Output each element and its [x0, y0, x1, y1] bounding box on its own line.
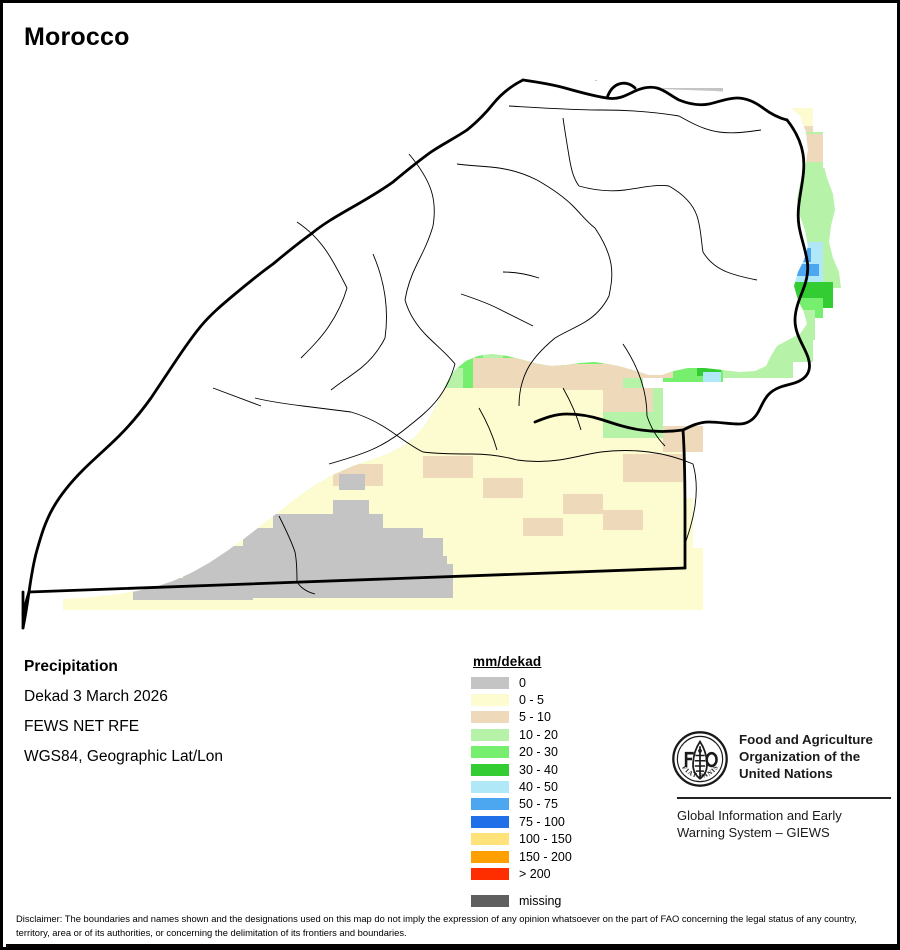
legend-label: 75 - 100 [519, 814, 565, 829]
fao-name-line3: United Nations [739, 766, 833, 782]
legend-swatch [471, 694, 509, 707]
fao-divider [677, 797, 891, 799]
legend-swatch [471, 798, 509, 811]
legend-label: 0 [519, 675, 526, 690]
info-projection: WGS84, Geographic Lat/Lon [24, 748, 224, 766]
map-info-block: Precipitation Dekad 3 March 2026 FEWS NE… [24, 658, 424, 778]
fao-branding: FIAT PANIS Food and Agriculture Organiza… [671, 730, 896, 841]
giews-line1: Global Information and Early [677, 808, 842, 823]
legend-row: 0 - 5 [471, 691, 572, 708]
legend-label: 5 - 10 [519, 710, 551, 725]
legend-swatch [471, 781, 509, 794]
precipitation-raster [43, 59, 875, 610]
map-legend: mm/dekad 0 0 - 5 5 - 10 10 - 20 20 - 30 … [471, 654, 572, 910]
legend-swatch [471, 711, 509, 724]
legend-label: 20 - 30 [519, 745, 558, 760]
legend-label: 0 - 5 [519, 693, 545, 708]
fao-name-line2: Organization of the [739, 749, 861, 765]
legend-row: 20 - 30 [471, 744, 572, 761]
province-boundaries [212, 105, 762, 595]
legend-row: 30 - 40 [471, 761, 572, 778]
legend-label: 30 - 40 [519, 762, 558, 777]
legend-row: 40 - 50 [471, 778, 572, 795]
disclaimer-text: Disclaimer: The boundaries and names sho… [16, 913, 857, 938]
legend-label: 50 - 75 [519, 797, 558, 812]
legend-row: 75 - 100 [471, 813, 572, 830]
legend-row: > 200 [471, 865, 572, 882]
info-heading: Precipitation [24, 658, 118, 675]
legend-row: 100 - 150 [471, 831, 572, 848]
legend-swatch [471, 833, 509, 846]
legend-swatch [471, 850, 509, 863]
legend-swatch [471, 728, 509, 741]
precipitation-map [21, 59, 875, 630]
page-title: Morocco [24, 23, 130, 51]
legend-row: 5 - 10 [471, 709, 572, 726]
info-source: FEWS NET RFE [24, 718, 140, 736]
fao-name-line1: Food and Agriculture [739, 732, 873, 747]
info-dekad: Dekad 3 March 2026 [24, 688, 168, 706]
legend-label: > 200 [519, 866, 551, 881]
legend-swatch [471, 763, 509, 776]
legend-row: 150 - 200 [471, 848, 572, 865]
country-outline [21, 78, 811, 630]
legend-label: 150 - 200 [519, 849, 572, 864]
legend-spacer [471, 883, 572, 893]
legend-swatch [471, 867, 509, 880]
legend-label-missing: missing [519, 894, 562, 909]
legend-row: 50 - 75 [471, 796, 572, 813]
giews-line2: Warning System – GIEWS [677, 825, 830, 841]
legend-title: mm/dekad [473, 654, 542, 669]
legend-row-missing: missing [471, 893, 572, 910]
disclaimer-divider [6, 944, 897, 947]
legend-row: 10 - 20 [471, 726, 572, 743]
legend-label: 100 - 150 [519, 832, 572, 847]
fao-logo-icon: FIAT PANIS [672, 731, 728, 787]
legend-swatch [471, 746, 509, 759]
legend-swatch [471, 815, 509, 828]
legend-label: 10 - 20 [519, 727, 558, 742]
legend-swatch [471, 676, 509, 689]
legend-row: 0 [471, 674, 572, 691]
legend-swatch-missing [471, 895, 509, 908]
legend-label: 40 - 50 [519, 780, 558, 795]
